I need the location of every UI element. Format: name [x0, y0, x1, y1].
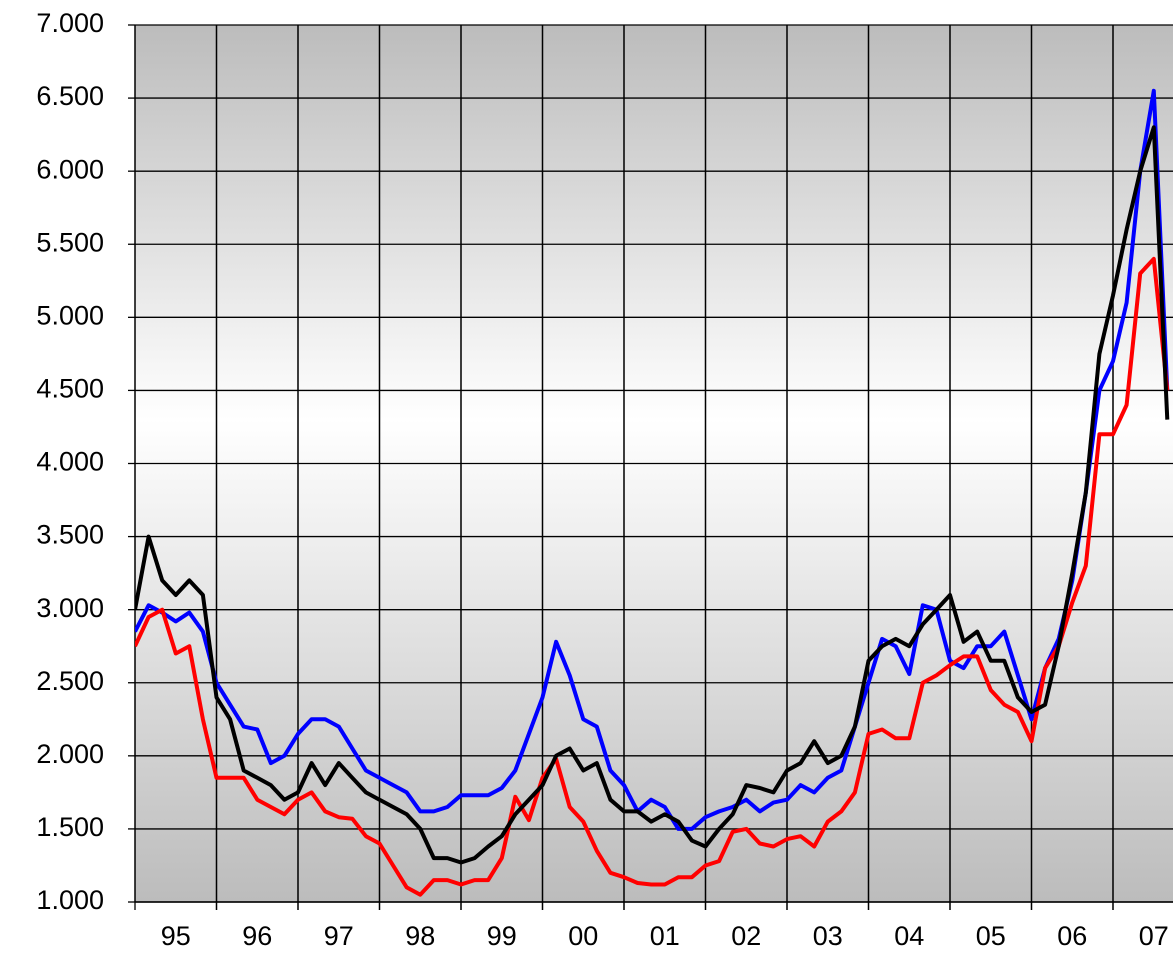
y-tick-label: 2.500 — [36, 666, 104, 696]
y-tick-label: 1.000 — [36, 885, 104, 915]
x-tick-label: 07 — [1139, 921, 1169, 951]
x-tick-label: 04 — [894, 921, 924, 951]
y-tick-label: 6.500 — [36, 81, 104, 111]
grid — [128, 24, 1173, 910]
x-tick-label: 95 — [161, 921, 191, 951]
x-tick-label: 97 — [324, 921, 354, 951]
y-tick-label: 4.000 — [36, 447, 104, 477]
x-tick-label: 01 — [650, 921, 680, 951]
labels: 1.000 1.500 2.000 2.500 3.000 3.500 4.000 4.500… — [36, 8, 1168, 951]
y-tick-label: 3.500 — [36, 520, 104, 550]
x-tick-label: 96 — [242, 921, 272, 951]
x-tick-label: 03 — [813, 921, 843, 951]
y-tick-label: 1.500 — [36, 812, 104, 842]
y-tick-label: 5.500 — [36, 227, 104, 257]
x-tick-label: 99 — [487, 921, 517, 951]
x-tick-label: 02 — [731, 921, 761, 951]
y-tick-label: 2.000 — [36, 739, 104, 769]
y-tick-label: 6.000 — [36, 154, 104, 184]
series-line — [135, 125, 1170, 865]
series-line — [135, 256, 1170, 897]
x-tick-label: 06 — [1057, 921, 1087, 951]
lines — [135, 88, 1170, 897]
x-tick-label: 05 — [976, 921, 1006, 951]
y-tick-label: 7.000 — [36, 8, 104, 38]
y-tick-label: 5.000 — [36, 300, 104, 330]
x-tick-label: 98 — [405, 921, 435, 951]
y-tick-label: 4.500 — [36, 374, 104, 404]
x-tick-label: 00 — [568, 921, 598, 951]
series-line — [135, 88, 1170, 831]
y-tick-label: 3.000 — [36, 593, 104, 623]
